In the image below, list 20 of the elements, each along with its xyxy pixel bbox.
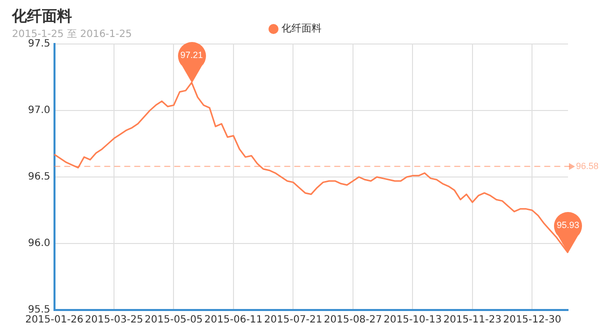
y-tick-label: 96.0 [28, 238, 50, 250]
x-tick-label: 2015-06-11 [204, 314, 263, 326]
x-tick-label: 2015-05-05 [144, 314, 203, 326]
y-tick-label: 97.5 [28, 38, 50, 50]
annotation: 95.93 [556, 218, 580, 231]
ref-line-label: 96.58 [576, 160, 599, 171]
x-tick-label: 2015-01-26 [25, 314, 84, 326]
x-tick-label: 2015-08-27 [324, 314, 382, 326]
chart-title: 化纤面料 [12, 7, 72, 26]
x-tick-label: 2015-12-30 [503, 314, 562, 326]
y-tick-label: 95.5 [28, 304, 50, 316]
x-tick-label: 2015-10-13 [384, 314, 442, 326]
y-tick-label: 96.5 [28, 172, 50, 183]
chart-subtitle: 2015-1-25 至 2016-1-25 [12, 28, 132, 40]
x-tick-label: 2015-11-23 [443, 314, 502, 326]
legend-label: 化纤面料 [282, 22, 322, 35]
annotation: 97.21 [179, 48, 204, 61]
x-tick-label: 2015-07-21 [264, 314, 322, 326]
y-tick-label: 97.0 [28, 105, 50, 116]
x-tick-label: 2015-03-25 [84, 314, 144, 326]
